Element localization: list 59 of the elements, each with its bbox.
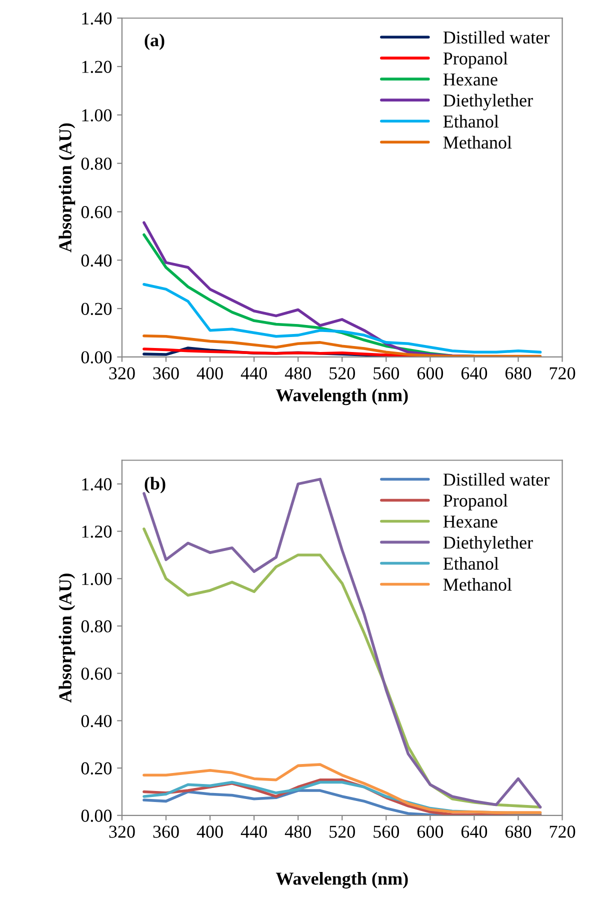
y-tick-label: 1.20 xyxy=(82,526,112,538)
x-tick-label: 440 xyxy=(240,367,267,380)
y-tick-label: 0.60 xyxy=(81,668,112,680)
line-series xyxy=(142,334,542,357)
y-tick-label: 0.80 xyxy=(81,158,112,170)
x-tick-label: 480 xyxy=(284,826,311,838)
legend-label: Propanol xyxy=(443,494,508,510)
y-tick-label: 1.00 xyxy=(82,109,112,122)
annotation: (a) xyxy=(144,34,164,50)
legend-label: Distilled water xyxy=(443,472,550,486)
x-tick-label: 520 xyxy=(330,367,355,380)
x-tick-label: 600 xyxy=(417,826,444,838)
y-tick-label: 0.60 xyxy=(81,206,112,218)
y-tick-label: 0.80 xyxy=(81,620,112,633)
y-tick-label: 1.00 xyxy=(82,572,112,586)
y-tick-label: 1.20 xyxy=(82,60,112,74)
x-tick-label: 560 xyxy=(374,367,400,380)
x-tick-label: 360 xyxy=(153,826,179,838)
y-axis-title: Absorption (AU) xyxy=(58,123,76,252)
y-tick-label: 0.40 xyxy=(81,714,112,728)
annotation: (b) xyxy=(144,476,166,494)
x-tick-label: 400 xyxy=(196,367,223,380)
y-tick-label: 0.40 xyxy=(81,254,112,267)
legend-label: Ethanol xyxy=(443,114,499,128)
x-tick-label: 480 xyxy=(284,367,311,380)
x-tick-label: 680 xyxy=(505,826,532,838)
legend-label: Hexane xyxy=(443,74,498,86)
legend-label: Ethanol xyxy=(443,557,499,570)
y-tick-label: 1.40 xyxy=(82,12,112,25)
y-tick-label: 0.00 xyxy=(81,810,112,822)
line-series xyxy=(142,763,542,814)
x-tick-label: 400 xyxy=(196,826,223,838)
x-tick-label: 320 xyxy=(109,367,135,380)
legend-label: Propanol xyxy=(443,52,508,68)
x-tick-label: 720 xyxy=(550,826,576,838)
x-tick-label: 440 xyxy=(240,826,267,838)
x-axis-title: Wavelength (nm) xyxy=(276,388,408,406)
y-tick-label: 0.20 xyxy=(81,762,112,775)
x-tick-label: 520 xyxy=(330,826,355,838)
x-axis-title: Wavelength (nm) xyxy=(276,872,408,889)
legend-label: Diethylether xyxy=(443,94,533,110)
legend-label: Diethylether xyxy=(443,536,533,552)
y-tick-label: 0.00 xyxy=(81,351,112,364)
legend-label: Methanol xyxy=(443,578,512,591)
x-tick-label: 720 xyxy=(550,367,576,380)
x-tick-label: 640 xyxy=(461,826,488,838)
x-tick-label: 600 xyxy=(417,367,444,380)
x-tick-label: 680 xyxy=(505,367,532,380)
x-tick-label: 640 xyxy=(461,367,488,380)
y-tick-label: 0.20 xyxy=(81,302,112,316)
y-tick-label: 1.40 xyxy=(82,478,112,490)
x-tick-label: 360 xyxy=(153,367,179,380)
legend-label: Methanol xyxy=(443,136,512,149)
legend-label: Hexane xyxy=(443,516,498,528)
legend-label: Distilled water xyxy=(443,30,550,44)
line-series xyxy=(142,282,542,354)
y-axis-title: Absorption (AU) xyxy=(58,574,76,703)
x-tick-label: 320 xyxy=(109,826,135,838)
x-tick-label: 560 xyxy=(374,826,400,838)
